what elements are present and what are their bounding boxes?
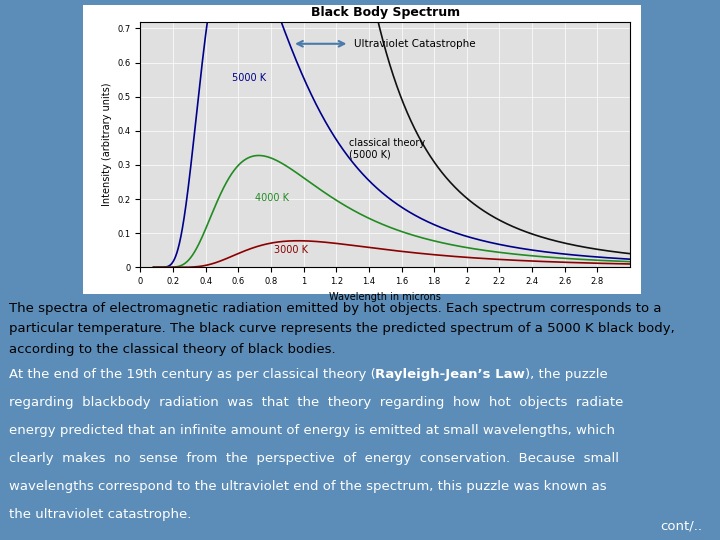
Text: Ultraviolet Catastrophe: Ultraviolet Catastrophe: [354, 39, 476, 49]
Text: energy predicted that an infinite amount of energy is emitted at small wavelengt: energy predicted that an infinite amount…: [9, 424, 615, 437]
Text: particular temperature. The black curve represents the predicted spectrum of a 5: particular temperature. The black curve …: [9, 322, 675, 335]
X-axis label: Wavelength in microns: Wavelength in microns: [329, 292, 441, 301]
Text: 5000 K: 5000 K: [232, 73, 266, 83]
Text: 3000 K: 3000 K: [274, 245, 308, 255]
Text: At the end of the 19th century as per classical theory (: At the end of the 19th century as per cl…: [9, 368, 375, 381]
Text: regarding  blackbody  radiation  was  that  the  theory  regarding  how  hot  ob: regarding blackbody radiation was that t…: [9, 396, 623, 409]
Y-axis label: Intensity (arbitrary units): Intensity (arbitrary units): [102, 83, 112, 206]
Text: ), the puzzle: ), the puzzle: [526, 368, 608, 381]
Text: clearly  makes  no  sense  from  the  perspective  of  energy  conservation.  Be: clearly makes no sense from the perspect…: [9, 453, 618, 465]
Title: Black Body Spectrum: Black Body Spectrum: [310, 6, 460, 19]
Text: cont/..: cont/..: [660, 520, 702, 533]
Text: wavelengths correspond to the ultraviolet end of the spectrum, this puzzle was k: wavelengths correspond to the ultraviole…: [9, 480, 606, 494]
Text: 4000 K: 4000 K: [255, 193, 289, 202]
Text: according to the classical theory of black bodies.: according to the classical theory of bla…: [9, 343, 336, 356]
Text: The spectra of electromagnetic radiation emitted by hot objects. Each spectrum c: The spectra of electromagnetic radiation…: [9, 302, 661, 315]
Text: classical theory
(5000 K): classical theory (5000 K): [349, 138, 426, 159]
Text: Rayleigh-Jean’s Law: Rayleigh-Jean’s Law: [375, 368, 526, 381]
Text: the ultraviolet catastrophe.: the ultraviolet catastrophe.: [9, 508, 191, 521]
